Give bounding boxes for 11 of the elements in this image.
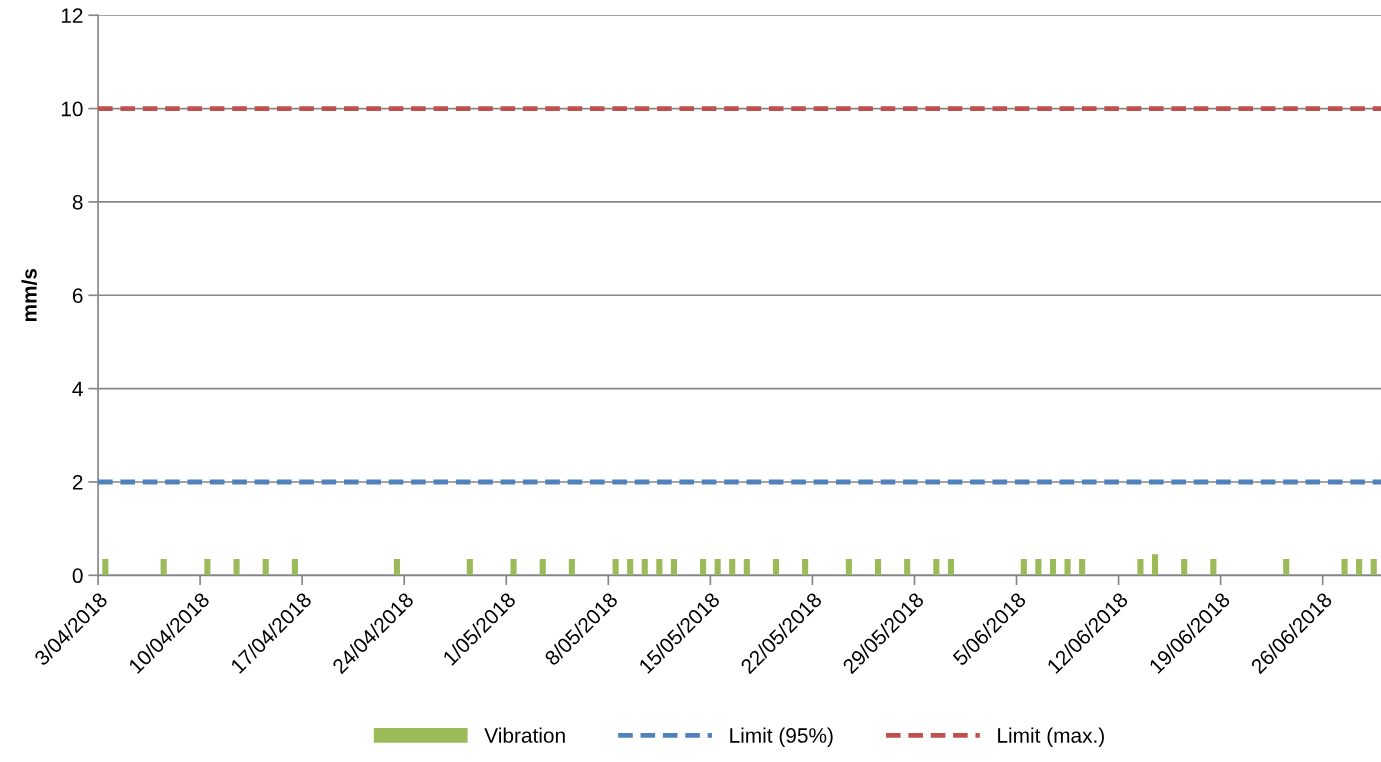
y-tick-label: 4 — [72, 381, 83, 397]
y-tick-label: 8 — [72, 194, 83, 210]
y-tick-label: 10 — [61, 101, 83, 117]
legend-label: Limit (95%) — [730, 727, 833, 747]
y-tick-label: 0 — [72, 568, 83, 584]
y-tick-label: 6 — [72, 288, 83, 304]
y-tick-label: 2 — [72, 474, 83, 490]
legend-label: Vibration — [484, 727, 565, 743]
legend-label: Limit (max.) — [998, 727, 1104, 747]
y-axis-title: mm/s — [21, 268, 37, 322]
y-tick-label: 12 — [61, 8, 83, 23]
